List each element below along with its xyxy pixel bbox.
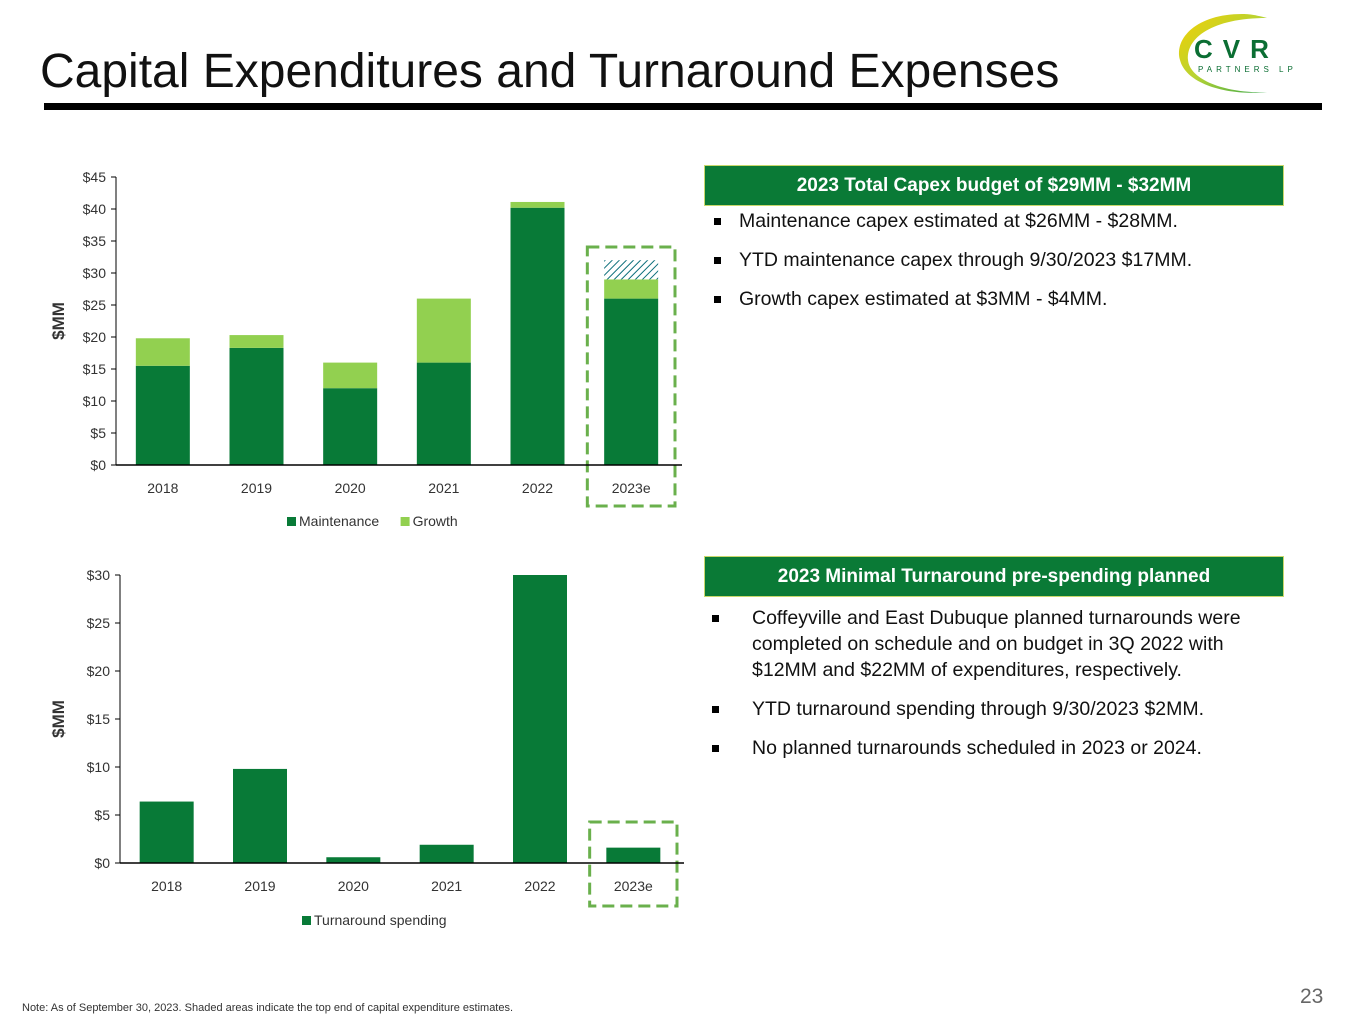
y-tick-label: $25	[83, 297, 107, 313]
page-title: Capital Expenditures and Turnaround Expe…	[40, 45, 1060, 98]
legend-label: Growth	[413, 513, 458, 529]
highlight-box-2023e	[588, 820, 679, 908]
legend-label: Maintenance	[299, 513, 379, 529]
bar-growth-2018	[135, 338, 190, 366]
bar-maintenance-2023e	[604, 298, 659, 465]
bar-estimate-range-2023e	[604, 260, 659, 280]
x-tick-label: 2019	[241, 480, 272, 496]
y-tick-label: $5	[90, 425, 106, 441]
bullet-square-icon	[712, 615, 719, 622]
bar-turnaround-spending-2019	[233, 768, 287, 863]
y-tick-label: $0	[94, 855, 110, 871]
bar-growth-2020	[323, 362, 378, 389]
bar-turnaround-spending-2023e	[606, 847, 661, 863]
bar-maintenance-2018	[135, 365, 190, 465]
bullet-square-icon	[714, 218, 721, 225]
y-tick-label: $45	[83, 169, 107, 185]
y-tick-label: $20	[87, 663, 111, 679]
y-tick-label: $35	[83, 233, 107, 249]
list-item: Maintenance capex estimated at $26MM - $…	[712, 208, 1282, 234]
y-tick-label: $20	[83, 329, 107, 345]
list-item: No planned turnarounds scheduled in 2023…	[712, 735, 1282, 761]
highlight-box-2023e	[585, 245, 677, 508]
bar-growth-2023e	[604, 279, 659, 299]
x-tick-label: 2018	[147, 480, 178, 496]
y-tick-label: $30	[83, 265, 107, 281]
x-tick-label: 2020	[338, 878, 369, 894]
bar-maintenance-2019	[229, 347, 284, 465]
cvr-logo: CVR PARTNERS LP	[1179, 14, 1297, 93]
y-tick-label: $10	[83, 393, 107, 409]
legend-swatch-turnaround-spending	[302, 916, 311, 925]
y-tick-label: $5	[94, 807, 110, 823]
bar-turnaround-spending-2021	[419, 844, 474, 863]
y-tick-label: $15	[87, 711, 111, 727]
list-item: Coffeyville and East Dubuque planned tur…	[712, 605, 1282, 683]
bar-turnaround-spending-2022	[513, 575, 567, 863]
turnaround-chart: $0 $5 $10 $15 $20 $25 $30 $MM 2018 2019 2020 2021 20…	[49, 567, 684, 928]
logo-sub-text: PARTNERS LP	[1198, 65, 1297, 74]
bar-growth-2022	[510, 201, 565, 208]
list-item: YTD turnaround spending through 9/30/202…	[712, 696, 1282, 722]
bullet-square-icon	[714, 257, 721, 264]
turnaround-bullet-list: Coffeyville and East Dubuque planned tur…	[712, 605, 1282, 774]
bar-growth-2019	[229, 335, 284, 348]
capex-chart: $0 $5 $10 $15 $20 $25 $30 $35 $40 $45 $MM 2018 2019 2…	[49, 169, 682, 529]
x-tick-label: 2021	[431, 878, 462, 894]
y-tick-label: $40	[83, 201, 107, 217]
x-tick-label: 2023e	[612, 480, 651, 496]
y-tick-label: $10	[87, 759, 111, 775]
legend-swatch-maintenance	[287, 517, 296, 526]
bullet-square-icon	[712, 745, 719, 752]
x-tick-label: 2021	[428, 480, 459, 496]
x-tick-label: 2022	[522, 480, 553, 496]
y-tick-label: $25	[87, 615, 111, 631]
y-tick-label: $0	[90, 457, 106, 473]
page-number: 23	[1300, 985, 1324, 1008]
x-tick-label: 2020	[335, 480, 366, 496]
title-underline	[44, 103, 1322, 110]
bar-turnaround-spending-2020	[326, 857, 381, 863]
list-item: Growth capex estimated at $3MM - $4MM.	[712, 286, 1282, 312]
bullet-square-icon	[714, 296, 721, 303]
y-tick-label: $15	[83, 361, 107, 377]
y-tick-label: $30	[87, 567, 111, 583]
bar-maintenance-2022	[510, 207, 565, 465]
bar-turnaround-spending-2018	[139, 801, 194, 863]
y-axis-label: $MM	[49, 302, 68, 340]
x-tick-label: 2023e	[614, 878, 653, 894]
turnaround-header: 2023 Minimal Turnaround pre-spending pla…	[704, 556, 1284, 597]
capex-bullet-list: Maintenance capex estimated at $26MM - $…	[712, 208, 1282, 325]
x-tick-label: 2018	[151, 878, 182, 894]
list-item: YTD maintenance capex through 9/30/2023 …	[712, 247, 1282, 273]
legend-label: Turnaround spending	[314, 912, 447, 928]
legend-swatch-growth	[400, 517, 410, 526]
bar-growth-2021	[416, 298, 471, 363]
x-tick-label: 2019	[244, 878, 275, 894]
footnote: Note: As of September 30, 2023. Shaded a…	[22, 1002, 514, 1014]
capex-budget-header: 2023 Total Capex budget of $29MM - $32MM	[704, 165, 1284, 206]
bar-maintenance-2021	[416, 362, 471, 465]
bar-maintenance-2020	[323, 388, 378, 465]
y-axis-label: $MM	[49, 700, 68, 738]
bullet-square-icon	[712, 706, 719, 713]
logo-main-text: CVR	[1194, 34, 1279, 64]
x-tick-label: 2022	[524, 878, 555, 894]
